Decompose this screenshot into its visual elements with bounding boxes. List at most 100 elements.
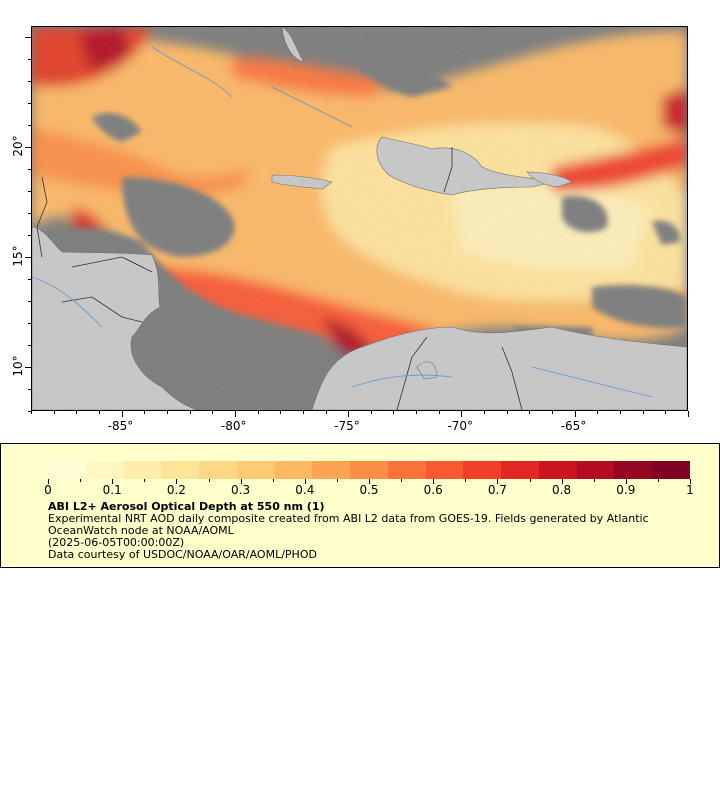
colorbar-minor-tick: [529, 479, 531, 482]
colorbar-swatch: [501, 461, 539, 479]
colorbar-major-tick: [48, 479, 49, 484]
colorbar-label: 0.1: [102, 483, 122, 497]
lon-minor-tick: [529, 411, 531, 414]
colorbar-swatch: [48, 461, 86, 479]
colorbar-major-tick: [690, 479, 691, 484]
lon-major-tick: [348, 411, 350, 417]
aod-map-canvas: [32, 27, 687, 410]
aod-map[interactable]: [31, 26, 688, 411]
lat-minor-tick: [28, 103, 31, 104]
lon-minor-tick: [98, 411, 100, 414]
lat-minor-tick: [28, 213, 31, 214]
lat-minor-tick: [28, 59, 31, 60]
colorbar-minor-tick: [144, 479, 146, 482]
colorbar-swatch: [350, 461, 388, 479]
lon-minor-tick: [302, 411, 304, 414]
colorbar-label: 0.5: [359, 483, 379, 497]
lat-major-tick: [25, 147, 31, 148]
lat-major-tick: [25, 257, 31, 258]
map-figure: -85° -80° -75° -70° -65° 20° 15° 10°: [11, 26, 689, 433]
colorbar-minor-tick: [272, 479, 274, 482]
colorbar-major-tick: [112, 479, 114, 484]
lon-minor-tick: [597, 411, 599, 414]
legend-credit: Data courtesy of USDOC/NOAA/OAR/AOML/PHO…: [48, 548, 317, 561]
lon-minor-tick: [620, 411, 622, 414]
colorbar-label: 0.4: [295, 483, 315, 497]
lon-minor-tick: [484, 411, 486, 414]
colorbar-swatch: [576, 461, 615, 479]
lon-minor-tick: [280, 411, 282, 414]
colorbar-swatch: [614, 461, 653, 479]
lon-major-tick: [121, 411, 123, 417]
lon-minor-tick: [166, 411, 168, 414]
colorbar-swatch: [387, 461, 426, 479]
lon-minor-tick: [212, 411, 214, 414]
colorbar-minor-tick: [593, 479, 595, 482]
colorbar: [48, 461, 691, 479]
legend-text: ABI L2+ Aerosol Optical Depth at 550 nm …: [48, 501, 688, 561]
lon-tick-label: -80°: [220, 419, 247, 433]
colorbar-major-tick: [561, 479, 563, 484]
lat-minor-tick: [28, 345, 31, 346]
lon-tick-label: -65°: [560, 419, 587, 433]
colorbar-ticks: [48, 479, 691, 485]
colorbar-major-tick: [369, 479, 370, 484]
colorbar-swatch: [274, 461, 313, 479]
colorbar-minor-tick: [401, 479, 403, 482]
lat-tick-label: 10°: [11, 355, 25, 377]
lon-minor-tick: [416, 411, 418, 414]
colorbar-minor-tick: [657, 479, 659, 482]
colorbar-minor-tick: [336, 479, 338, 482]
colorbar-major-tick: [625, 479, 627, 484]
colorbar-label: 0.3: [231, 483, 251, 497]
lat-minor-tick: [28, 235, 31, 236]
colorbar-label: 0.8: [552, 483, 572, 497]
lat-minor-tick: [28, 411, 31, 412]
legend-description: Experimental NRT AOD daily composite cre…: [48, 512, 653, 537]
colorbar-label: 0: [44, 483, 52, 497]
colorbar-swatch: [652, 461, 691, 479]
lat-major-tick: [25, 367, 31, 368]
colorbar-minor-tick: [208, 479, 210, 482]
speckle-texture: [32, 27, 687, 410]
colorbar-swatch: [538, 461, 577, 479]
legend-title: ABI L2+ Aerosol Optical Depth at 550 nm …: [48, 500, 325, 513]
colorbar-swatch: [199, 461, 237, 479]
colorbar-major-tick: [240, 479, 242, 484]
colorbar-swatch: [312, 461, 351, 479]
colorbar-label: 0.9: [616, 483, 636, 497]
lon-minor-tick: [665, 411, 667, 414]
lat-minor-tick: [28, 191, 31, 192]
colorbar-major-tick: [176, 479, 178, 484]
legend-panel: 0 0.1 0.2 0.3 0.4 0.5 0.6 0.7 0.8 0.9 1 ABI L2+ Ae…: [0, 443, 720, 568]
lon-minor-tick: [76, 411, 78, 414]
lon-minor-tick: [393, 411, 395, 414]
colorbar-major-tick: [433, 479, 435, 484]
colorbar-swatch: [123, 461, 162, 479]
lon-minor-tick: [325, 411, 327, 414]
lon-minor-tick: [53, 411, 55, 414]
colorbar-swatch: [161, 461, 200, 479]
lat-minor-tick: [28, 279, 31, 280]
colorbar-swatch: [85, 461, 124, 479]
lon-major-tick: [461, 411, 463, 417]
colorbar-major-tick: [497, 479, 499, 484]
colorbar-minor-tick: [465, 479, 467, 482]
colorbar-label: 1: [686, 483, 694, 497]
lon-tick-label: -70°: [447, 419, 474, 433]
colorbar-major-tick: [304, 479, 306, 484]
legend-date: (2025-06-05T00:00:00Z): [48, 536, 185, 549]
lat-minor-tick: [28, 169, 31, 170]
lon-minor-tick: [552, 411, 554, 414]
lon-minor-tick: [642, 411, 644, 414]
lat-minor-tick: [28, 301, 31, 302]
lat-major-tick: [25, 37, 31, 38]
colorbar-swatch: [463, 461, 502, 479]
lon-major-tick: [574, 411, 576, 417]
lon-minor-tick: [257, 411, 259, 414]
lat-minor-tick: [28, 389, 31, 390]
lon-tick-label: -85°: [107, 419, 134, 433]
colorbar-label: 0.6: [423, 483, 443, 497]
lat-minor-tick: [28, 81, 31, 82]
lon-minor-tick: [438, 411, 440, 414]
